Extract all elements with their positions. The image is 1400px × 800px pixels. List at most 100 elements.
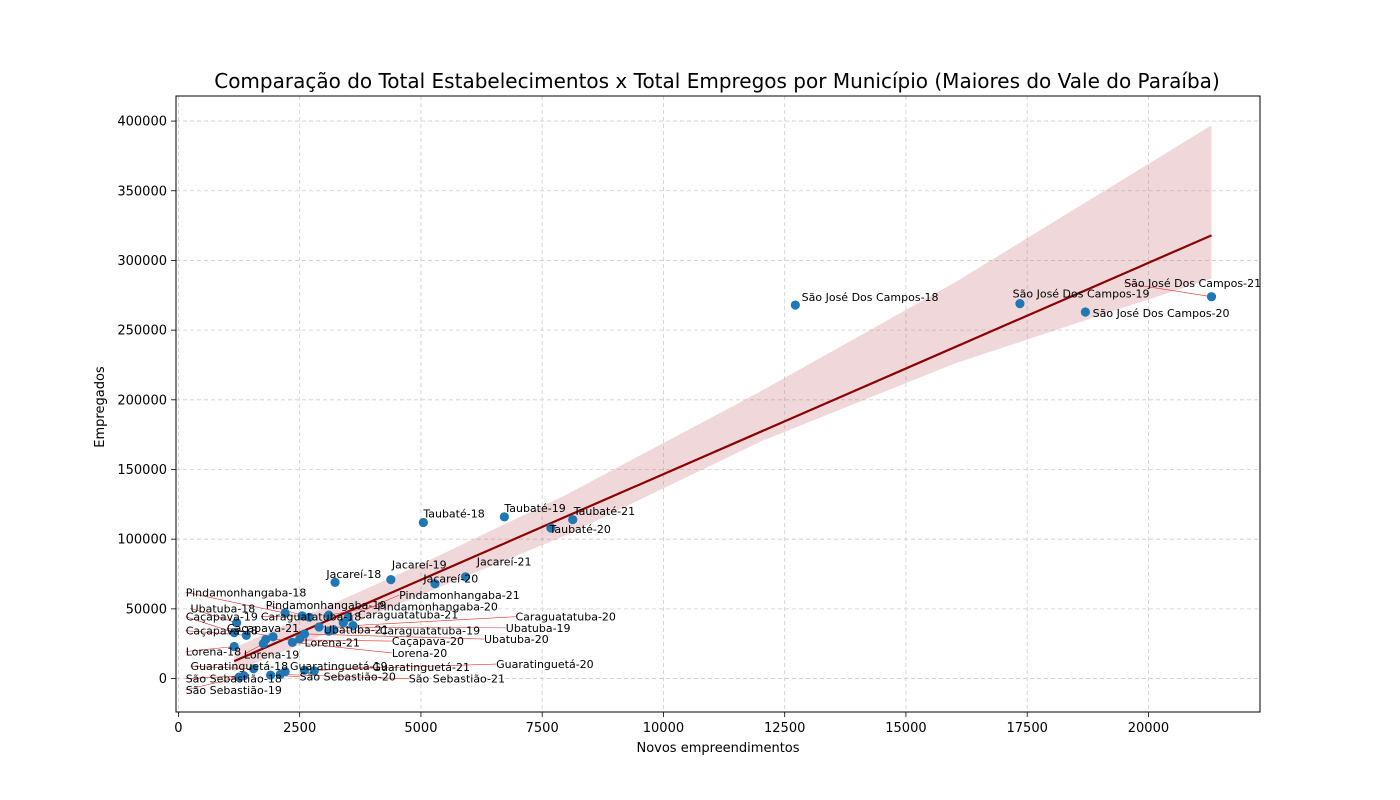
point-label: Taubaté-20 (548, 523, 610, 536)
label-leader-line (185, 616, 235, 633)
data-point (499, 512, 509, 522)
data-point (249, 664, 259, 674)
point-label: Taubaté-19 (503, 502, 565, 515)
point-label: Lorena-20 (392, 647, 447, 660)
point-labels: São José Dos Campos-18 São José Dos Campo… (186, 277, 1261, 697)
point-label: Caraguatatuba-20 (516, 611, 616, 624)
x-tick-label: 5000 (404, 721, 437, 736)
data-points (229, 292, 1217, 682)
regression-line (233, 234, 1212, 663)
x-tick-label: 10000 (643, 721, 684, 736)
x-tick-label: 20000 (1128, 721, 1169, 736)
y-tick-label: 100000 (117, 533, 167, 548)
y-tick-label: 200000 (117, 393, 167, 408)
data-point (314, 622, 324, 632)
point-label: Ubatuba-19 (506, 622, 571, 635)
point-label: Pindamonhangaba-18 (186, 586, 307, 599)
data-point (1015, 299, 1025, 309)
data-point (460, 572, 471, 582)
chart-title: Comparação do Total Estabelecimentos x T… (214, 69, 1220, 93)
label-leader-line (304, 633, 484, 640)
data-point (348, 620, 358, 631)
y-tick-label: 0 (159, 672, 167, 687)
data-point (304, 612, 314, 622)
data-point (430, 579, 440, 589)
label-leader-line (353, 616, 516, 626)
label-leader-line (185, 675, 244, 680)
point-label: Guaratinguetá-19 (290, 660, 388, 673)
data-point (330, 577, 340, 587)
y-axis-ticks: 0 50000 100000 150000 200000 250000 300000 3500… (117, 115, 176, 687)
label-leader-line (260, 615, 303, 618)
point-label: São José Dos Campos-20 (1093, 307, 1230, 320)
y-tick-label: 150000 (117, 463, 167, 478)
data-point (418, 517, 428, 528)
point-label: São José Dos Campos-19 (1013, 287, 1150, 300)
label-leader-line (280, 674, 409, 680)
data-point (546, 523, 556, 533)
label-leader-line (190, 665, 254, 670)
plot-frame (175, 95, 1261, 713)
data-point (280, 608, 290, 618)
data-point (268, 632, 278, 642)
y-axis-label: Empregados (93, 366, 108, 448)
point-label: São José Dos Campos-18 (802, 291, 939, 304)
data-point (1206, 292, 1217, 302)
point-label: Pindamonhangaba-20 (377, 600, 498, 613)
point-label: Guaratinguetá-20 (496, 658, 594, 671)
label-leader-lines (185, 282, 1212, 691)
data-point (568, 515, 578, 525)
point-label: São Sebastião-21 (409, 673, 505, 686)
point-label: São Sebastião-19 (186, 684, 282, 697)
point-label: Caçapava-18 (186, 625, 258, 638)
point-label: São José Dos Campos-21 (1124, 277, 1261, 290)
data-point (297, 611, 307, 621)
data-point (386, 575, 396, 585)
data-point (287, 637, 298, 647)
data-point (241, 630, 251, 640)
point-label: Guaratinguetá-21 (372, 661, 470, 674)
label-leader-line (348, 594, 400, 618)
label-leader-line (185, 592, 286, 614)
data-point (299, 665, 310, 675)
point-label: Caraguatatuba-18 (261, 611, 361, 624)
point-label: Ubatuba-20 (484, 633, 549, 646)
point-label: Caraguatatuba-19 (380, 625, 480, 638)
x-axis-label: Novos empreendimentos (636, 741, 799, 756)
data-point (229, 627, 239, 638)
point-label: Taubaté-21 (573, 505, 635, 518)
label-leader-line (190, 608, 237, 624)
data-point (234, 672, 244, 682)
data-point (338, 618, 348, 628)
label-leader-line (328, 605, 378, 616)
confidence-band-area (234, 125, 1212, 672)
x-tick-label: 2500 (283, 721, 316, 736)
y-tick-label: 50000 (126, 602, 167, 617)
data-point (229, 641, 239, 652)
point-label: São Sebastião-18 (186, 673, 282, 686)
data-point (258, 639, 268, 649)
data-point (324, 626, 334, 636)
point-label: São Sebastião-20 (300, 671, 396, 684)
x-tick-label: 0 (174, 721, 182, 736)
x-tick-label: 7500 (526, 721, 559, 736)
point-label: Guaratinguetá-18 (191, 660, 289, 673)
label-leader-line (292, 642, 392, 654)
label-leader-line (1124, 282, 1212, 297)
y-tick-label: 350000 (117, 184, 167, 199)
x-tick-label: 12500 (764, 721, 805, 736)
data-point (1080, 307, 1090, 317)
x-tick-label: 17500 (1007, 721, 1048, 736)
label-leader-line (314, 666, 373, 672)
point-label: Caçapava-20 (392, 635, 464, 648)
data-point (324, 610, 334, 620)
data-point (265, 670, 276, 680)
point-label: Jacareí-19 (391, 558, 447, 571)
label-leader-line (185, 676, 240, 691)
y-tick-label: 400000 (117, 115, 167, 130)
point-label: Caçapava-19 (186, 611, 258, 624)
label-leader-line (185, 646, 235, 652)
point-label: Caraguatatuba-21 (358, 609, 458, 622)
confidence-band (234, 125, 1212, 672)
